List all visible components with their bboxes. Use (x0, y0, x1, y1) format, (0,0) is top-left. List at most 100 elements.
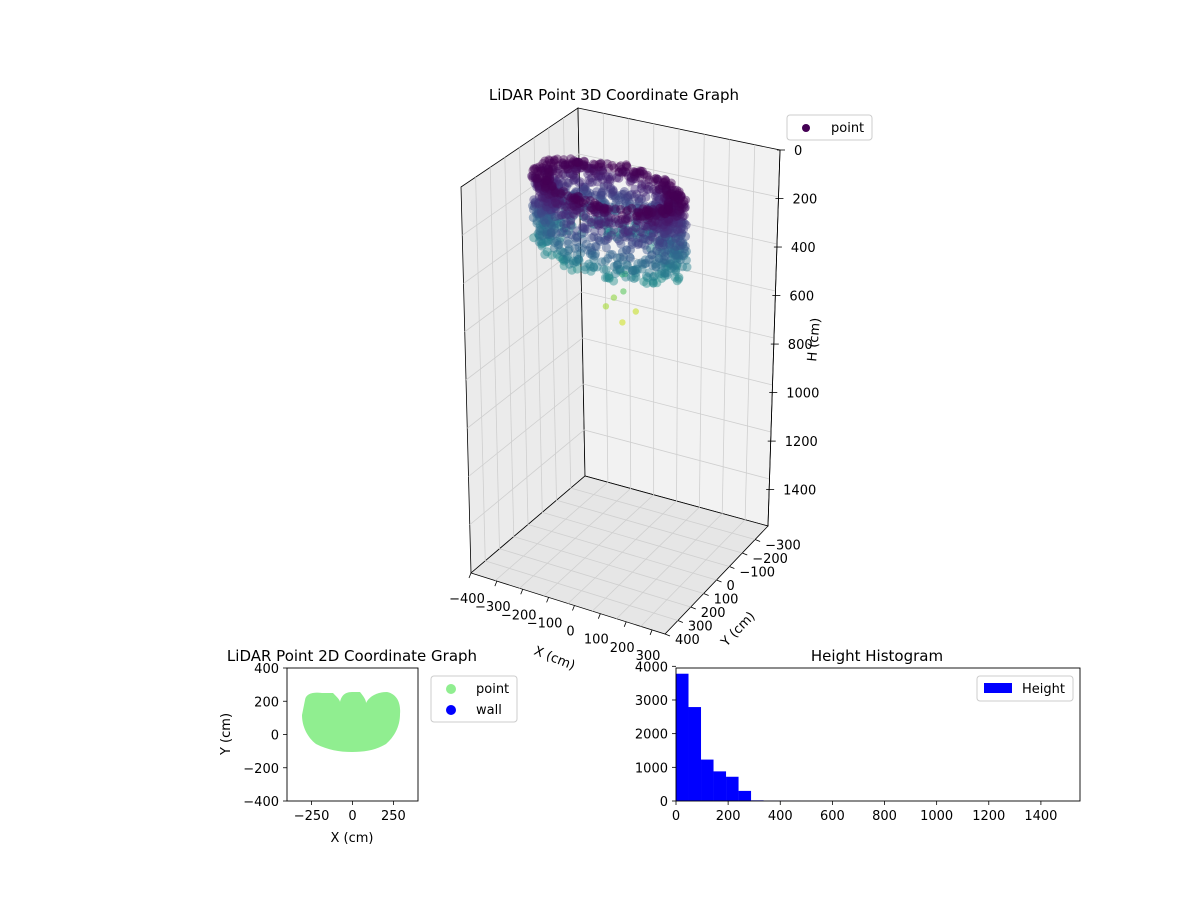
point-marker (655, 211, 664, 221)
point-marker (548, 181, 558, 191)
point-marker (661, 176, 671, 186)
point-marker (571, 157, 581, 167)
point-marker (644, 213, 654, 223)
point-marker (550, 184, 560, 194)
point-marker (671, 266, 681, 276)
point-marker (668, 190, 677, 200)
point-cloud-3d (527, 154, 692, 326)
point-marker (550, 155, 559, 165)
point-marker (539, 183, 549, 193)
point-marker (627, 225, 637, 235)
point-marker (555, 246, 565, 255)
point-marker (636, 184, 646, 193)
point-marker (635, 173, 645, 183)
point-marker (634, 207, 643, 217)
point-marker (673, 250, 683, 260)
point-marker (676, 192, 686, 202)
point-marker (663, 203, 673, 212)
point-marker (556, 221, 566, 231)
point-marker (643, 209, 653, 219)
point-marker (559, 256, 569, 266)
point-marker (627, 203, 637, 213)
y-tick-label: −100 (739, 566, 775, 581)
point-marker (633, 207, 643, 217)
point-marker (674, 200, 684, 209)
point-marker (623, 193, 633, 203)
point-marker (538, 163, 547, 173)
point-marker (662, 217, 672, 227)
point-marker (586, 202, 596, 212)
x-tick-label: 200 (610, 641, 635, 656)
point-marker (558, 186, 568, 196)
y-tick (754, 539, 761, 542)
point-marker (658, 204, 668, 214)
point-marker (533, 209, 543, 219)
point-marker (573, 157, 583, 167)
point-marker (538, 238, 548, 248)
point-marker (545, 175, 555, 185)
point-marker (671, 250, 681, 260)
point-marker (537, 224, 546, 234)
point-marker (682, 262, 692, 272)
point-marker (586, 217, 596, 227)
point-marker (653, 208, 663, 218)
point-marker (641, 192, 651, 202)
point-marker (554, 197, 564, 207)
point-marker (541, 176, 551, 185)
point-marker (660, 208, 670, 218)
point-marker (592, 200, 602, 210)
point-marker (550, 212, 560, 222)
point-marker (646, 230, 656, 240)
point-marker (666, 201, 676, 211)
point-marker (669, 191, 679, 201)
point-marker (641, 234, 650, 244)
point-marker (566, 219, 576, 229)
point-marker (556, 210, 566, 220)
point-marker (674, 274, 684, 284)
point-marker (642, 204, 652, 214)
point-marker (600, 235, 609, 245)
point-marker (570, 195, 580, 205)
point-marker (529, 202, 539, 212)
point-marker (642, 278, 652, 288)
point-marker (618, 219, 628, 229)
z-tick-label: 200 (792, 193, 817, 208)
point-marker (589, 262, 599, 272)
point-marker (657, 207, 667, 217)
grid-line (463, 199, 778, 284)
point-marker (584, 215, 594, 225)
point-marker (563, 191, 573, 201)
point-marker (619, 187, 629, 196)
point-marker (646, 220, 656, 230)
point-marker (641, 208, 651, 218)
point-marker (542, 237, 552, 247)
point-marker (546, 230, 556, 239)
point-marker (569, 258, 578, 268)
point-marker (609, 225, 619, 235)
point-marker (659, 178, 668, 188)
point-marker (678, 212, 688, 222)
point-marker (557, 178, 567, 188)
point-marker (672, 201, 682, 211)
point-marker (631, 211, 641, 221)
point-marker (666, 248, 676, 258)
point-marker (548, 178, 558, 188)
point-marker (595, 199, 605, 209)
point-marker (594, 221, 604, 231)
point-marker (534, 182, 544, 192)
point-marker (604, 273, 614, 283)
point-marker (549, 156, 559, 166)
point-marker (636, 258, 646, 268)
point-marker (662, 216, 672, 226)
point-marker (655, 203, 665, 213)
y-tick-label-histogram: 1000 (635, 761, 668, 776)
point-marker (554, 240, 564, 249)
point-marker (654, 185, 664, 195)
point-marker (549, 204, 559, 214)
point-marker (619, 225, 629, 235)
point-marker (574, 199, 584, 209)
point-marker (548, 178, 558, 187)
point-marker (675, 237, 685, 246)
x-tick-label-histogram: 800 (872, 809, 897, 824)
y-tick-label-histogram: 3000 (635, 694, 668, 709)
